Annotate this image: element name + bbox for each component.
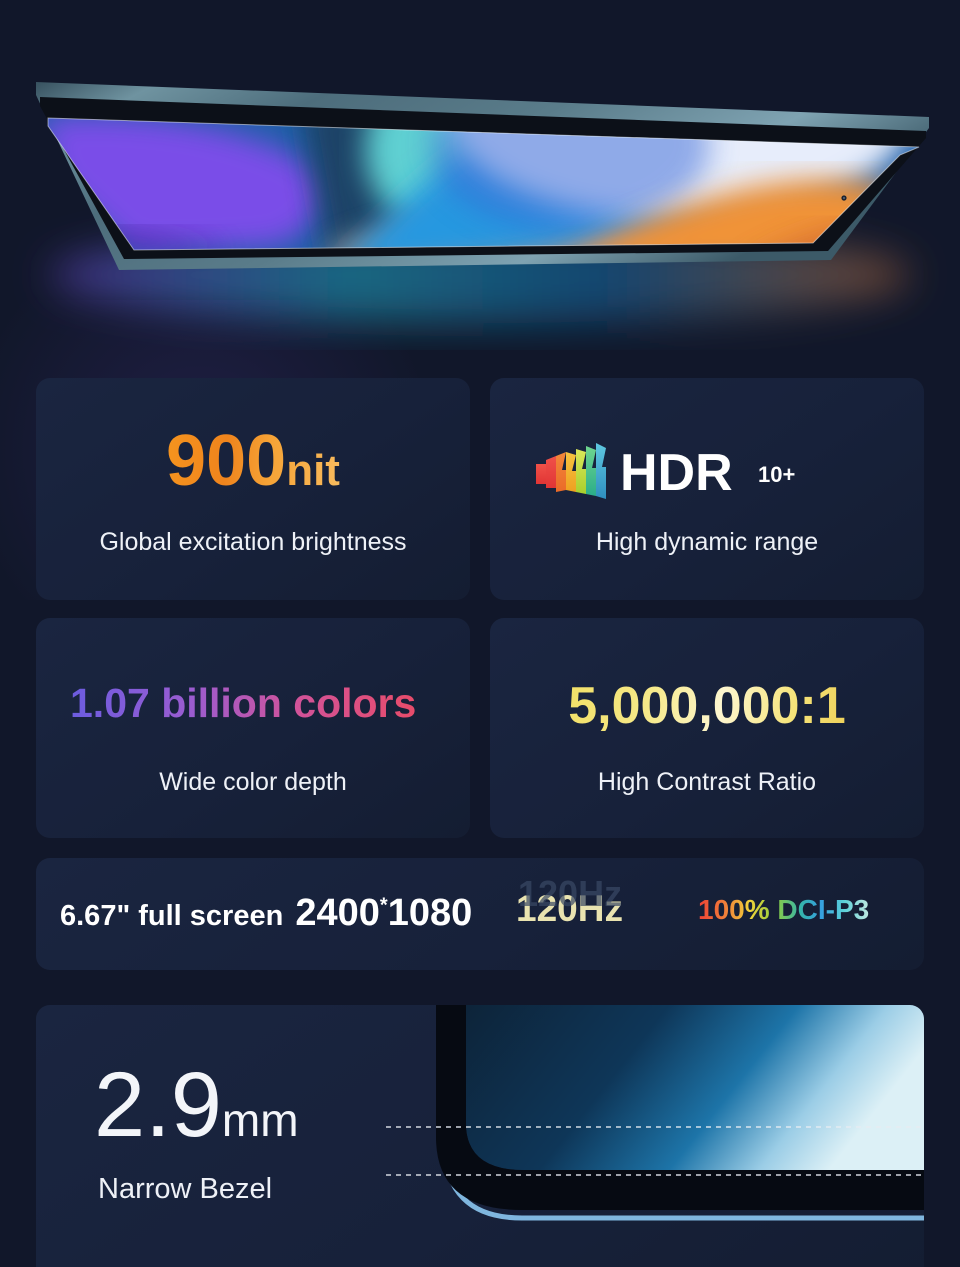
svg-text:HDR: HDR [620,444,733,502]
svg-text:10+: 10+ [758,462,795,487]
